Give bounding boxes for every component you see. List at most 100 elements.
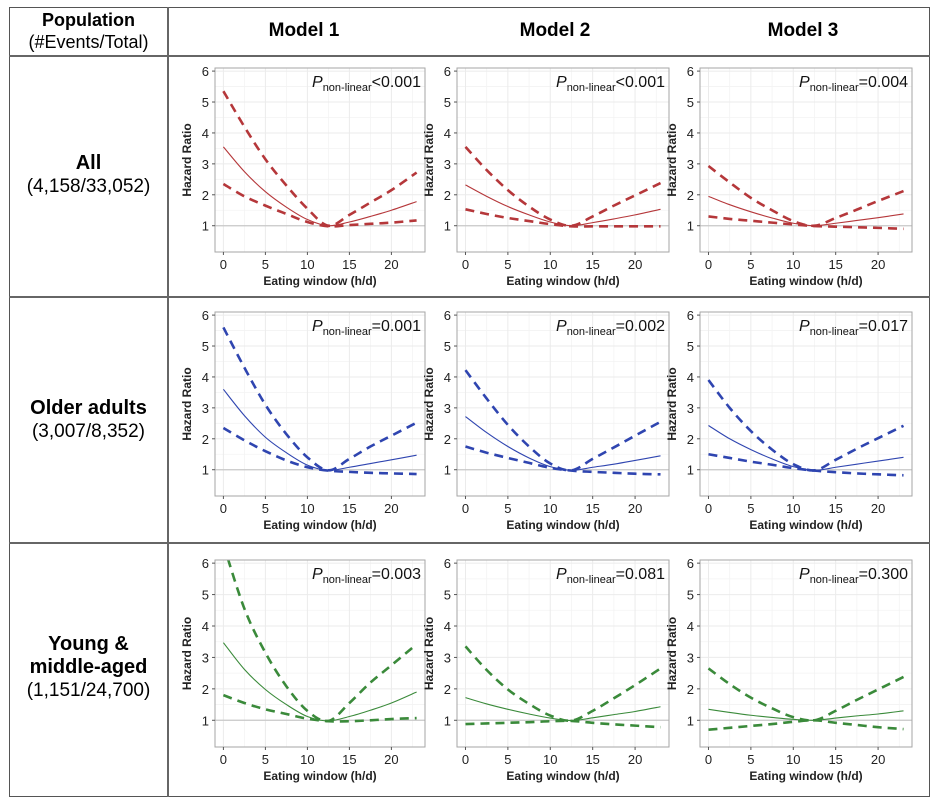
y-axis-label: Hazard Ratio — [665, 367, 679, 440]
y-axis-label: Hazard Ratio — [665, 123, 679, 196]
y-tick-label: 3 — [444, 401, 451, 416]
y-tick-label: 1 — [202, 463, 209, 478]
upper-ci-line — [464, 145, 662, 228]
p-subscript: non-linear — [810, 82, 859, 94]
lower-ci-line — [222, 693, 417, 723]
lower-ci-line — [222, 426, 417, 476]
row-divider — [9, 542, 930, 544]
y-tick-label: 6 — [202, 308, 209, 323]
p-subscript: non-linear — [810, 326, 859, 338]
y-tick-label: 2 — [687, 682, 694, 697]
population-young-middle-aged: Young & middle-aged (1,151/24,700) — [9, 633, 168, 702]
x-tick-label: 5 — [504, 752, 511, 767]
y-tick-label: 6 — [444, 308, 451, 323]
lower-ci-line — [465, 719, 661, 729]
upper-ci-line — [226, 560, 418, 723]
population-all: All (4,158/33,052) — [9, 152, 168, 198]
x-axis-label: Eating window (h/d) — [749, 769, 862, 783]
p-nonlinear-annotation: Pnon-linear=0.003 — [312, 566, 421, 586]
upper-ci-line — [222, 326, 418, 472]
p-subscript: non-linear — [323, 574, 372, 586]
p-nonlinear-annotation: Pnon-linear=0.004 — [799, 74, 908, 94]
x-axis-label: Eating window (h/d) — [506, 769, 619, 783]
x-tick-label: 20 — [384, 752, 398, 767]
p-nonlinear-annotation: Pnon-linear<0.001 — [312, 74, 421, 94]
panel-border — [456, 67, 670, 253]
p-value: =0.300 — [859, 566, 908, 583]
lower-ci-line — [465, 208, 661, 228]
x-tick-label: 10 — [543, 257, 557, 272]
plot-area — [457, 312, 669, 496]
x-tick-label: 5 — [504, 501, 511, 516]
x-tick-label: 5 — [262, 752, 269, 767]
x-tick-label: 10 — [786, 752, 800, 767]
lower-ci-line — [222, 182, 417, 228]
y-tick-label: 5 — [687, 95, 694, 110]
x-tick-label: 5 — [747, 257, 754, 272]
p-subscript: non-linear — [567, 326, 616, 338]
hazard-ratio-chart: 1 2 3 4 5 6 0 5 10 15 20 Eating window (h/d) Hazard … — [180, 308, 426, 532]
plot-area — [215, 560, 425, 747]
p-symbol: P — [799, 318, 810, 335]
x-tick-label: 20 — [871, 257, 885, 272]
x-tick-label: 0 — [462, 257, 469, 272]
y-tick-label: 6 — [444, 556, 451, 571]
upper-ci-line — [464, 645, 662, 723]
x-tick-label: 0 — [705, 257, 712, 272]
y-tick-label: 3 — [202, 157, 209, 172]
y-tick-label: 2 — [687, 432, 694, 447]
p-symbol: P — [556, 74, 567, 91]
y-tick-label: 6 — [687, 64, 694, 79]
row-divider — [9, 296, 930, 298]
y-tick-label: 3 — [444, 650, 451, 665]
p-subscript: non-linear — [323, 326, 372, 338]
p-value: =0.004 — [859, 74, 908, 91]
hazard-ratio-chart: 1 2 3 4 5 6 0 5 10 15 20 Eating window (h/d) Hazard … — [422, 556, 670, 783]
x-tick-label: 0 — [220, 501, 227, 516]
y-tick-label: 2 — [202, 432, 209, 447]
model-header-3: Model 3 — [767, 20, 839, 41]
x-tick-label: 5 — [262, 501, 269, 516]
y-tick-label: 2 — [444, 188, 451, 203]
p-symbol: P — [312, 566, 323, 583]
p-value: <0.001 — [616, 74, 665, 91]
p-symbol: P — [799, 74, 810, 91]
lower-ci-line — [708, 452, 904, 477]
hazard-ratio-chart: 1 2 3 4 5 6 0 5 10 15 20 Eating window (h/d) Hazard … — [422, 64, 670, 288]
x-tick-label: 20 — [384, 257, 398, 272]
p-symbol: P — [312, 74, 323, 91]
y-tick-label: 2 — [444, 682, 451, 697]
y-axis-label: Hazard Ratio — [180, 617, 194, 690]
y-tick-label: 6 — [202, 556, 209, 571]
p-nonlinear-annotation: Pnon-linear<0.001 — [556, 74, 665, 94]
p-value: =0.081 — [616, 566, 665, 583]
y-tick-label: 5 — [202, 588, 209, 603]
x-tick-label: 15 — [828, 752, 842, 767]
x-tick-label: 5 — [504, 257, 511, 272]
upper-ci-line — [707, 379, 905, 472]
y-tick-label: 6 — [687, 556, 694, 571]
x-axis-label: Eating window (h/d) — [263, 274, 376, 288]
y-tick-label: 5 — [687, 339, 694, 354]
y-tick-label: 4 — [687, 619, 694, 634]
p-symbol: P — [556, 566, 567, 583]
y-tick-label: 4 — [444, 619, 451, 634]
y-tick-label: 3 — [202, 401, 209, 416]
x-tick-label: 0 — [705, 501, 712, 516]
x-tick-label: 10 — [543, 501, 557, 516]
p-subscript: non-linear — [323, 82, 372, 94]
y-tick-label: 1 — [444, 713, 451, 728]
x-tick-label: 20 — [628, 257, 642, 272]
y-tick-label: 5 — [687, 588, 694, 603]
p-symbol: P — [556, 318, 567, 335]
hazard-ratio-line — [222, 388, 417, 471]
x-axis-label: Eating window (h/d) — [749, 518, 862, 532]
x-tick-label: 5 — [747, 752, 754, 767]
x-tick-label: 5 — [262, 257, 269, 272]
hazard-ratio-chart: 1 2 3 4 5 6 0 5 10 15 20 Eating window (h/d) Hazard … — [665, 64, 913, 288]
population-older-adults: Older adults (3,007/8,352) — [9, 397, 168, 443]
y-tick-label: 1 — [444, 463, 451, 478]
y-axis-label: Hazard Ratio — [422, 123, 436, 196]
y-tick-label: 6 — [444, 64, 451, 79]
y-tick-label: 4 — [687, 126, 694, 141]
